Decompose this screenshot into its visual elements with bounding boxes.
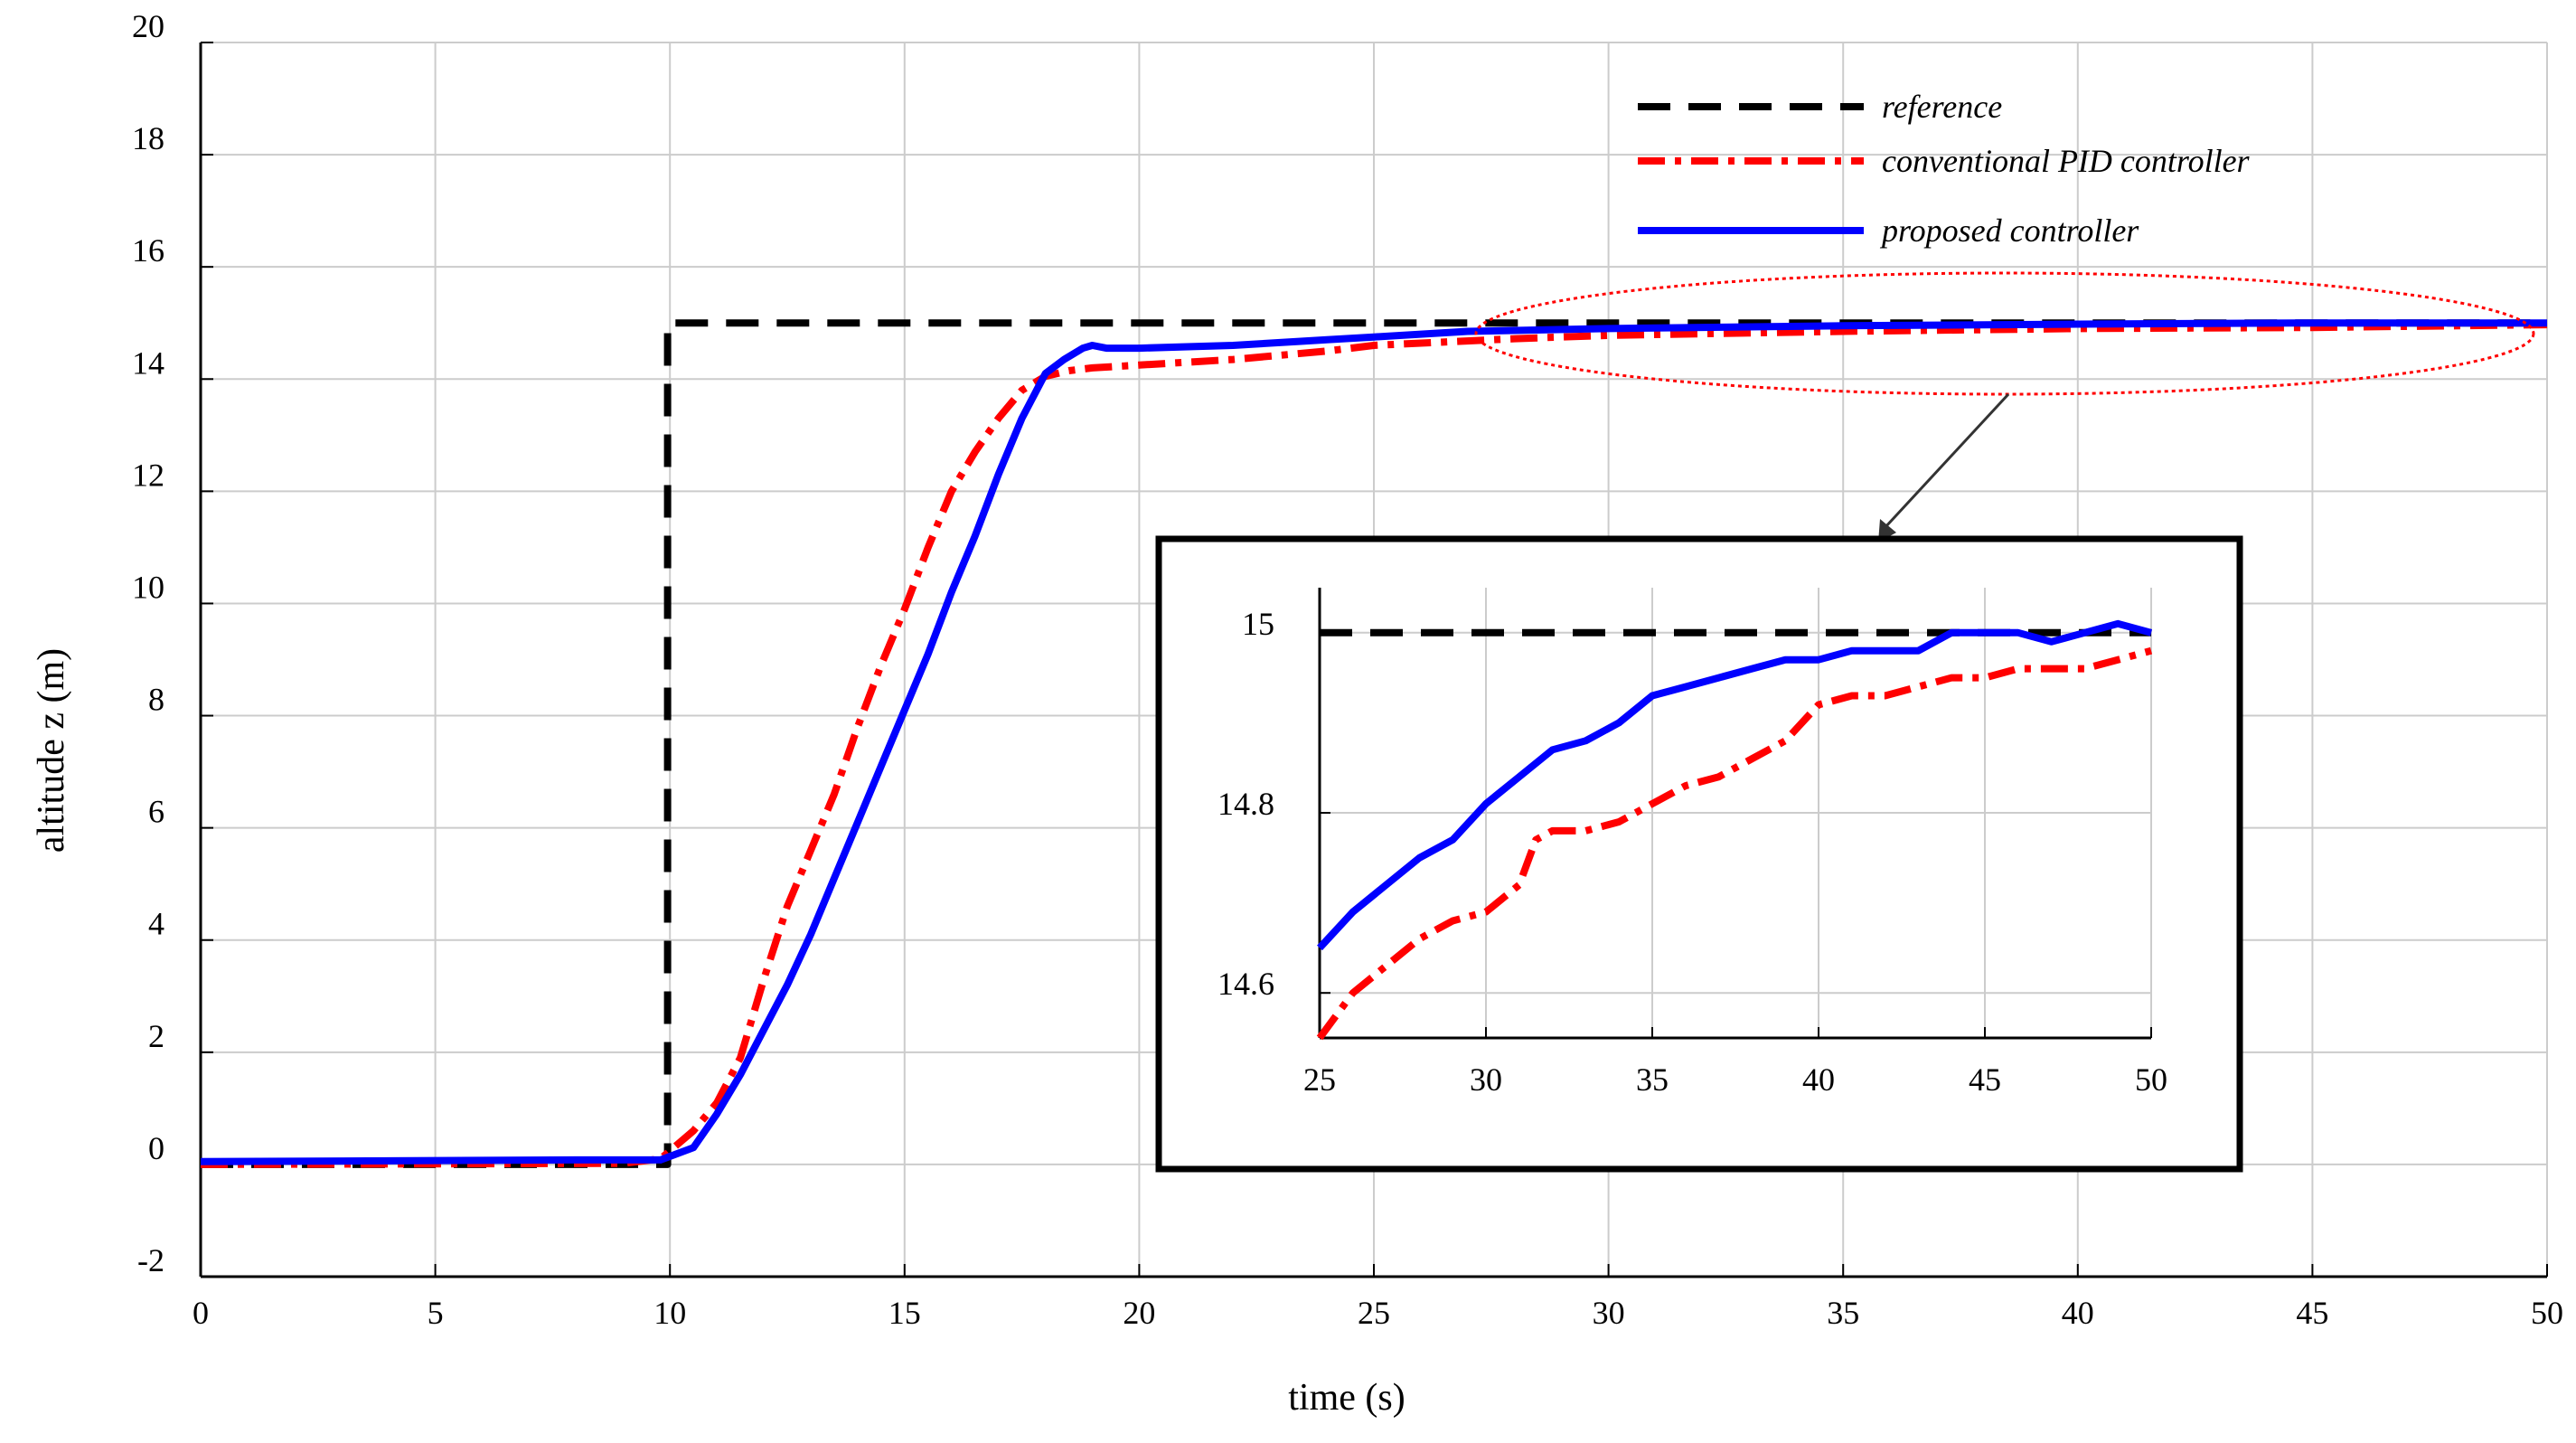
zoom-arrow-line (1883, 392, 2010, 530)
inset-x-tick-label: 35 (1636, 1061, 1669, 1098)
inset-y-tick-label: 15 (1242, 606, 1274, 642)
y-tick-label: -2 (137, 1242, 165, 1278)
inset-x-tick-label: 25 (1303, 1061, 1336, 1098)
legend: reference conventional PID controller prop… (1638, 89, 2251, 249)
series-line-proposed-controller (200, 319, 2547, 1165)
y-axis-title: altitude z (m) (31, 648, 72, 853)
y-tick-label: 20 (132, 8, 165, 44)
x-tick-label: 35 (1827, 1295, 1859, 1331)
x-tick-label: 20 (1123, 1295, 1155, 1331)
inset-frame (1155, 535, 2243, 1173)
inset-y-tick-label: 14.6 (1217, 966, 1274, 1002)
x-tick-label: 50 (2531, 1295, 2563, 1331)
y-tick-label: 10 (132, 569, 165, 605)
y-tick-label: 0 (148, 1130, 165, 1166)
legend-label-proposed-controller: proposed controller (1879, 212, 2139, 249)
y-tick-label: 16 (132, 232, 165, 269)
y-tick-label: 12 (132, 457, 165, 493)
y-tick-label: 8 (148, 682, 165, 718)
inset-x-tick-label: 30 (1470, 1061, 1502, 1098)
zoom-ellipse (1474, 271, 2535, 396)
x-tick-label: 40 (2062, 1295, 2094, 1331)
inset-series-line-conventional-pid-controller (1316, 646, 2153, 1041)
x-tick-label: 30 (1593, 1295, 1625, 1331)
y-tick-label: 2 (148, 1018, 165, 1054)
x-axis-title: time (s) (1288, 1377, 1405, 1419)
main-axes (199, 42, 2548, 1278)
inset-x-tick-label: 50 (2135, 1061, 2167, 1098)
series-line-conventional-pid-controller (200, 321, 2548, 1168)
x-tick-label: 5 (428, 1295, 444, 1331)
x-tick-label: 25 (1358, 1295, 1390, 1331)
main-series-layer (200, 319, 2548, 1168)
inset-y-tick-label: 14.8 (1217, 786, 1274, 822)
x-tick-label: 15 (888, 1295, 921, 1331)
y-tick-label: 14 (132, 344, 165, 381)
y-tick-label: 4 (148, 906, 165, 942)
x-tick-label: 45 (2296, 1295, 2328, 1331)
inset-chart: 25 30 35 40 45 50 14.6 14.8 15 (1155, 535, 2243, 1173)
legend-label-conventional-pid-controller: conventional PID controller (1882, 143, 2251, 179)
main-tick-labels: 0 5 10 15 20 25 30 35 40 45 50 -2 0 2 4 6 8 10 12 14 16 18 20 (132, 8, 2563, 1331)
y-tick-label: 18 (132, 120, 165, 156)
inset-series-line-proposed-controller (1317, 619, 2153, 951)
y-tick-label: 6 (148, 794, 165, 830)
inset-x-tick-label: 45 (1969, 1061, 2001, 1098)
x-tick-label: 10 (653, 1295, 686, 1331)
x-tick-label: 0 (193, 1295, 209, 1331)
legend-label-reference: reference (1882, 89, 2002, 125)
inset-x-tick-label: 40 (1802, 1061, 1835, 1098)
